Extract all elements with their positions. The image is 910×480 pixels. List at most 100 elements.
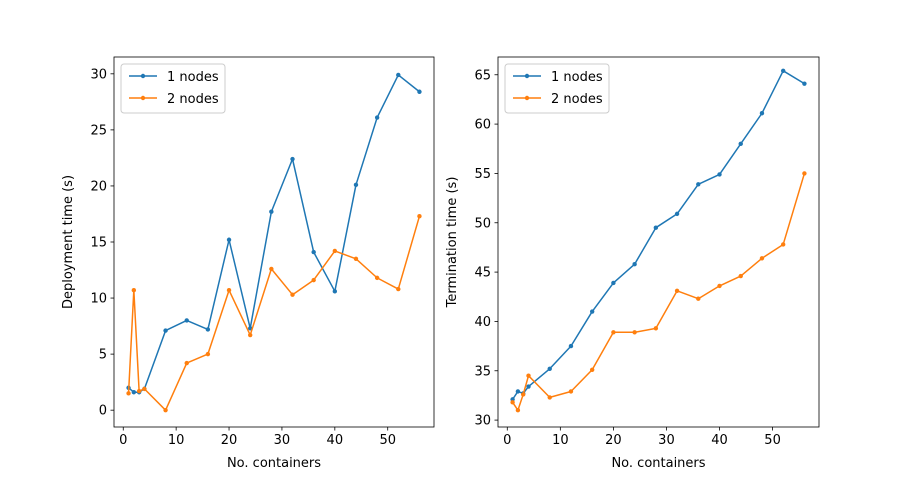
termination-time-chart: 0 10 20 30 40 50 30 35 40 45 50 55 60 65 No. container…: [445, 56, 820, 471]
termination-legend-marker-1: [524, 73, 530, 79]
termination-series-line-1: [511, 70, 805, 400]
termination-series-2-point: [632, 330, 637, 335]
deployment-y-axis-label: Deployment time (s): [61, 175, 76, 309]
termination-x-tick-label: 10: [552, 433, 569, 448]
termination-series-line-2: [511, 173, 806, 411]
termination-legend-marker-2: [524, 95, 530, 101]
termination-series-1-point: [780, 68, 786, 74]
termination-legend-label-1: 1 nodes: [551, 70, 603, 85]
deployment-series-1-point: [163, 328, 168, 333]
deployment-x-tick-label: 30: [274, 433, 291, 448]
termination-y-axis-label: Termination time (s): [445, 177, 460, 309]
deployment-series-2-point: [226, 288, 232, 293]
deployment-series-2-point: [353, 256, 359, 262]
deployment-series-2-point: [205, 351, 211, 357]
deployment-y-tick-label: 15: [90, 236, 107, 251]
termination-series-1-point: [526, 384, 531, 389]
deployment-x-tick-label: 0: [119, 433, 127, 448]
termination-series-1-point: [589, 309, 595, 314]
deployment-series-1-point: [269, 209, 274, 214]
deployment-series-2-point: [248, 332, 253, 338]
termination-series-1-point: [759, 111, 765, 116]
termination-x-tick-label: 0: [503, 433, 511, 448]
termination-y-tick-label: 40: [474, 315, 491, 330]
termination-series-2-point: [780, 242, 786, 247]
deployment-y-tick-label: 20: [90, 179, 107, 194]
deployment-series-2-point: [126, 391, 131, 396]
termination-y-tick-label: 30: [474, 414, 491, 429]
termination-series-2-point: [526, 373, 531, 378]
deployment-plot-area: 0 10 20 30 40 50 0 5 10 15 20 25 30 No. containers Dep…: [61, 56, 435, 471]
deployment-x-tick-label: 10: [168, 433, 185, 448]
deployment-legend-label-2: 2 nodes: [167, 92, 219, 107]
deployment-legend-label-1: 1 nodes: [167, 70, 219, 85]
termination-series-1-point: [515, 389, 521, 394]
termination-y-tick-label: 45: [474, 266, 491, 281]
deployment-series-1-point: [353, 182, 359, 188]
termination-x-tick-label: 30: [658, 433, 675, 448]
termination-series-2-point: [515, 408, 521, 413]
termination-series-2-point: [717, 283, 722, 289]
termination-series-2-point: [653, 326, 659, 331]
termination-y-tick-label: 65: [474, 68, 491, 83]
termination-series-1-point: [717, 172, 722, 177]
deployment-series-1-point: [131, 390, 137, 395]
termination-y-tick-label: 35: [474, 364, 491, 379]
deployment-legend: 1 nodes 2 nodes: [120, 63, 226, 114]
deployment-y-tick-label: 10: [90, 292, 107, 307]
deployment-series-1-point: [205, 327, 211, 332]
termination-series-1-point: [568, 343, 574, 349]
deployment-y-tick-label: 25: [90, 123, 107, 138]
termination-series-2-point: [674, 288, 680, 294]
termination-series-1-point: [611, 280, 616, 286]
termination-y-tick-label: 55: [474, 167, 491, 182]
deployment-series-2-point: [332, 248, 338, 254]
termination-series-2-point: [547, 395, 552, 400]
deployment-series-2-point: [163, 407, 168, 413]
deployment-series-2-point: [142, 386, 147, 392]
termination-x-tick-label: 40: [711, 433, 728, 448]
termination-series-1-point: [547, 366, 552, 371]
deployment-legend-marker-1: [140, 73, 146, 79]
deployment-series-2-point: [290, 292, 295, 297]
termination-series-2-point: [611, 330, 616, 335]
deployment-x-axis-label: No. containers: [227, 456, 321, 471]
termination-x-tick-label: 20: [605, 433, 622, 448]
deployment-series-line-2: [127, 216, 421, 411]
termination-x-axis-label: No. containers: [611, 456, 705, 471]
termination-series-2-point: [696, 296, 701, 301]
deployment-series-2-point: [374, 275, 380, 281]
deployment-series-1-point: [226, 237, 232, 242]
termination-series-1-point: [696, 182, 701, 187]
termination-series-1-point: [674, 211, 680, 217]
termination-series-1-point: [738, 141, 743, 147]
termination-legend: 1 nodes 2 nodes: [504, 63, 610, 114]
termination-series-2-point: [759, 256, 765, 261]
deployment-legend-marker-2: [140, 95, 146, 101]
termination-y-tick-label: 50: [474, 216, 491, 231]
deployment-series-1-point: [396, 72, 401, 78]
deployment-time-chart: 0 10 20 30 40 50 0 5 10 15 20 25 30 No. containers Dep…: [61, 56, 435, 471]
deployment-series-2-point: [131, 288, 137, 293]
termination-series-2-point: [521, 392, 526, 397]
termination-axes-frame: [497, 56, 820, 428]
termination-series-2-point: [589, 367, 595, 372]
deployment-series-1-point: [374, 115, 380, 120]
termination-legend-label-2: 2 nodes: [551, 92, 603, 107]
deployment-x-tick-label: 50: [379, 433, 396, 448]
deployment-series-2-point: [417, 214, 422, 219]
deployment-x-tick-label: 20: [221, 433, 238, 448]
deployment-y-tick-label: 0: [99, 404, 107, 419]
deployment-x-tick-label: 40: [327, 433, 344, 448]
deployment-series-2-point: [184, 360, 189, 366]
deployment-series-1-point: [417, 89, 422, 94]
deployment-series-1-point: [332, 289, 338, 294]
termination-series-1-point: [653, 225, 659, 230]
termination-series-1-point: [632, 262, 637, 267]
deployment-series-1-point: [311, 249, 316, 255]
deployment-series-2-point: [269, 266, 274, 272]
deployment-y-tick-label: 5: [99, 348, 107, 363]
deployment-series-1-point: [290, 156, 295, 162]
termination-series-2-point: [510, 400, 515, 405]
